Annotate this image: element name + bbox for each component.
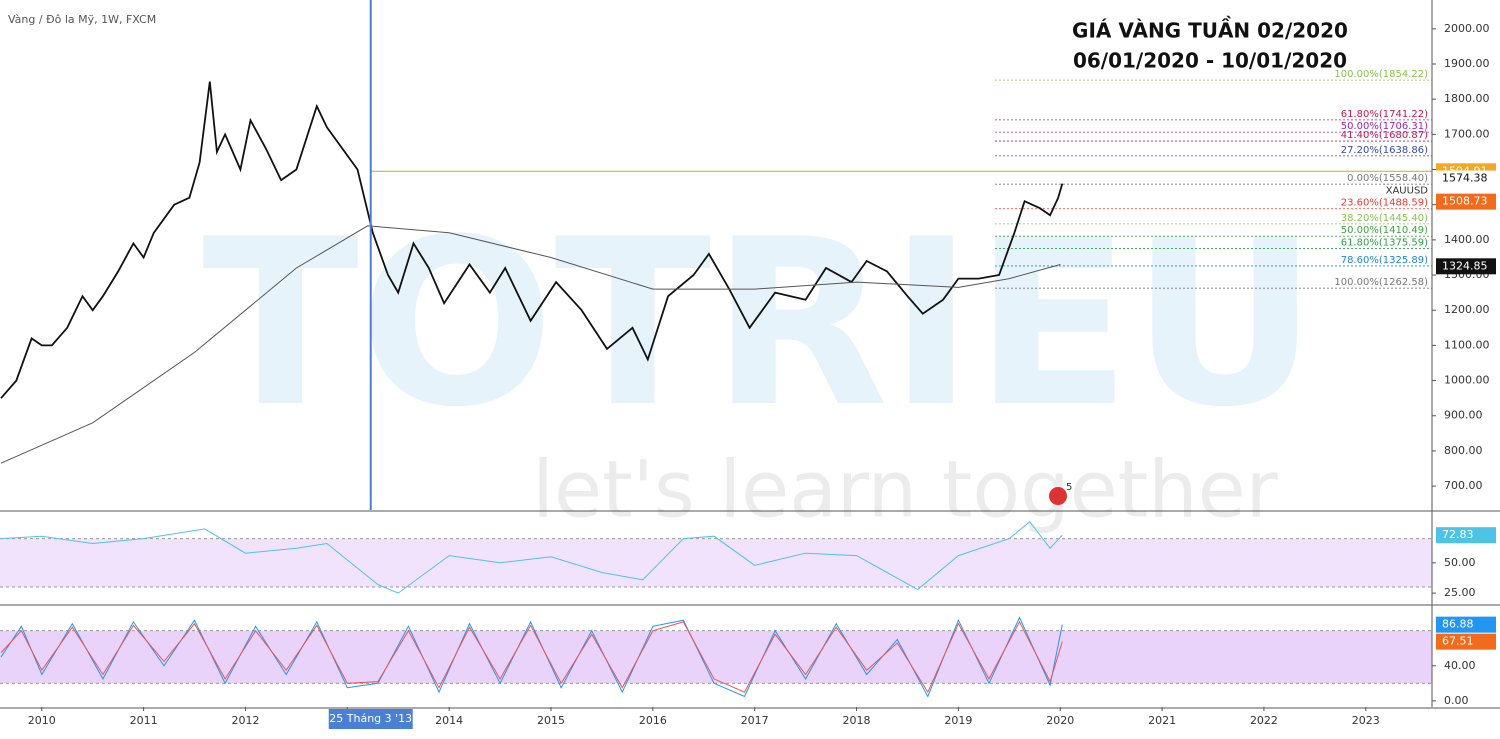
y-tick-label: 800.00 (1444, 444, 1483, 457)
watermark: TOTRIEU (202, 191, 1318, 458)
x-tick-label: 2021 (1148, 714, 1176, 727)
fib-label: 50.00%(1706.31) (1341, 121, 1428, 132)
crosshair-tag (328, 709, 413, 729)
fib-label: 50.00%(1410.49) (1341, 225, 1428, 236)
chart-title: GIÁ VÀNG TUẦN 02/2020 (1072, 17, 1348, 43)
fib-label: 0.00%(1558.40) (1347, 173, 1428, 184)
band (0, 538, 1432, 588)
x-tick-label: 2011 (130, 714, 158, 727)
y-tick-label: 1200.00 (1444, 303, 1490, 316)
fib-label: 41.40%(1680.87) (1341, 130, 1428, 141)
x-tick-label: 2014 (435, 714, 463, 727)
price-tag-label: 67.51 (1442, 635, 1474, 648)
x-tick-label: 2010 (28, 714, 56, 727)
price-tag-label: 72.83 (1442, 528, 1474, 541)
y-tick-label: 2000.00 (1444, 22, 1490, 35)
crosshair-label: 25 Tháng 3 '13 (329, 712, 412, 725)
y-tick-label: 0.00 (1444, 694, 1469, 707)
x-tick-label: 2017 (741, 714, 769, 727)
price-tag-label: 1508.73 (1442, 195, 1488, 208)
series-line (0, 225, 1061, 464)
y-tick-label: 700.00 (1444, 479, 1483, 492)
y-tick-label: 1700.00 (1444, 127, 1490, 140)
price-tag (1436, 527, 1496, 544)
y-tick-label: 1100.00 (1444, 338, 1490, 351)
price-tag (1436, 616, 1496, 633)
y-tick-label: 900.00 (1444, 409, 1483, 422)
price-tag-label: 1574.38 (1442, 172, 1488, 185)
watermark: let's learn together (532, 445, 1278, 535)
price-tag (1436, 193, 1496, 210)
series-label: XAUUSD (1386, 186, 1429, 197)
price-tag (1436, 170, 1496, 187)
x-tick-label: 2019 (944, 714, 972, 727)
x-tick-label: 2023 (1352, 714, 1380, 727)
series-line (0, 81, 1064, 399)
y-tick-label: 1900.00 (1444, 57, 1490, 70)
source: Vàng / Đô la Mỹ, 1W, FXCM (8, 13, 156, 26)
series-line (0, 620, 1063, 694)
series-line (0, 520, 1063, 594)
y-tick-label: 1800.00 (1444, 92, 1490, 105)
price-tag (1436, 633, 1496, 650)
fib-label: 61.80%(1375.59) (1341, 237, 1428, 248)
x-tick-label: 2012 (231, 714, 259, 727)
x-tick-label: 2020 (1046, 714, 1074, 727)
fib-label: 23.60%(1488.59) (1341, 198, 1428, 209)
fib-label: 78.60%(1325.89) (1341, 255, 1428, 266)
fib-label: 100.00%(1262.58) (1334, 277, 1428, 288)
y-tick-label: 1400.00 (1444, 233, 1490, 246)
price-tag-label: 86.88 (1442, 618, 1474, 631)
price-tag (1436, 258, 1496, 275)
badge-icon (1049, 487, 1067, 505)
x-tick-label: 2022 (1250, 714, 1278, 727)
y-tick-label: 50.00 (1444, 556, 1476, 569)
series-line (0, 616, 1063, 698)
badge: 5 (1066, 482, 1072, 493)
y-tick-label: 1000.00 (1444, 374, 1490, 387)
y-tick-label: 40.00 (1444, 659, 1476, 672)
x-tick-label: 2015 (537, 714, 565, 727)
chart-subtitle: 06/01/2020 - 10/01/2020 (1073, 49, 1347, 73)
x-tick-label: 2018 (843, 714, 871, 727)
fib-label: 27.20%(1638.86) (1341, 145, 1428, 156)
fib-label: 61.80%(1741.22) (1341, 109, 1428, 120)
fib-label: 38.20%(1445.40) (1341, 213, 1428, 224)
x-tick-label: 2016 (639, 714, 667, 727)
fib-label: 100.00%(1854.22) (1334, 69, 1428, 80)
band (0, 630, 1432, 684)
y-tick-label: 25.00 (1444, 586, 1476, 599)
price-tag-label: 1324.85 (1442, 259, 1488, 272)
